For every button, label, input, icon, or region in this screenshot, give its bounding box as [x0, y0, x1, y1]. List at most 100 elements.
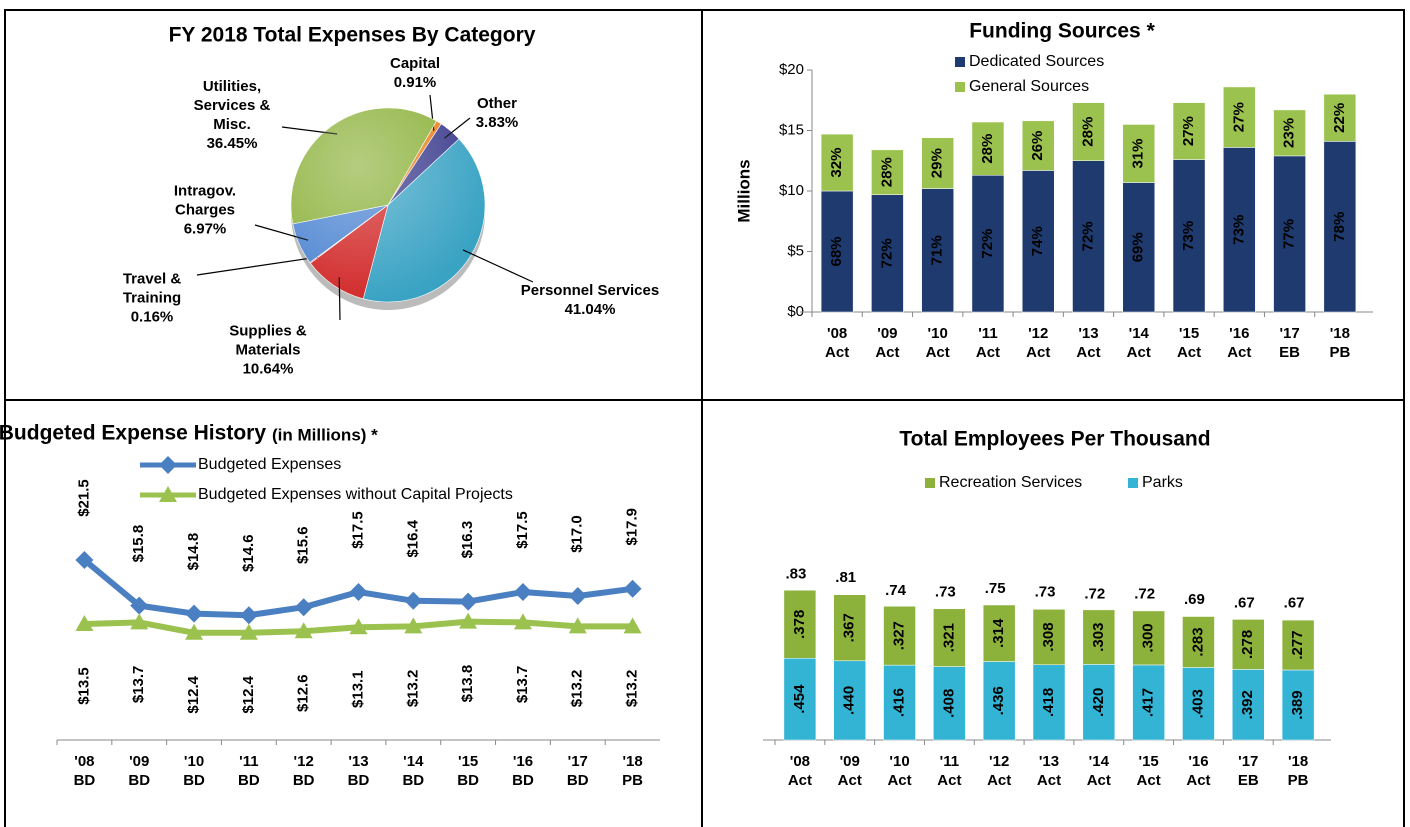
- leader-line: [462, 249, 534, 283]
- bar-segment: [783, 589, 817, 659]
- pie-label: Other 3.83%: [437, 94, 557, 132]
- marker: [623, 579, 642, 598]
- marker: [568, 587, 587, 605]
- bar-segment: [1232, 619, 1265, 670]
- x-tick-label: '08 BD: [74, 753, 96, 789]
- x-tick-label: '14 Act: [1127, 325, 1151, 361]
- bar-segment: [1172, 159, 1206, 313]
- data-label: $12.4: [185, 675, 202, 713]
- bar-segment: [783, 658, 817, 741]
- bar-label: .389: [1289, 690, 1306, 719]
- bar-segment: [883, 664, 916, 741]
- total-label: .67: [1284, 594, 1305, 611]
- axis-label: Millions: [734, 159, 753, 222]
- bar-segment: [982, 604, 1016, 662]
- bar-segment: [1082, 664, 1116, 741]
- bar-segment: [820, 133, 854, 192]
- legend-label: Budgeted Expenses: [198, 456, 341, 473]
- x-tick-label: '17 BD: [567, 753, 589, 789]
- data-label: $14.8: [185, 533, 202, 571]
- x-tick-label: '13 Act: [1037, 753, 1061, 789]
- marker: [349, 618, 368, 635]
- bar-label: 32%: [828, 148, 845, 178]
- pie-label: Personnel Services 41.04%: [520, 281, 660, 319]
- data-label: $17.5: [349, 511, 366, 549]
- pie-label-line: Travel & Training: [122, 270, 182, 307]
- marker: [75, 615, 94, 631]
- marker: [294, 598, 313, 617]
- x-tick-label: '15 Act: [1177, 325, 1201, 361]
- total-label: .72: [1084, 585, 1105, 602]
- pie-label-line: Supplies & Materials: [229, 322, 307, 359]
- bar-label: .378: [791, 610, 808, 639]
- x-tick-label: '09 Act: [875, 325, 899, 361]
- bar-label: 77%: [1281, 219, 1298, 249]
- x-tick-label: '09 BD: [128, 753, 150, 789]
- bar-label: 29%: [929, 148, 946, 178]
- bar-segment: [1172, 102, 1206, 160]
- marker: [130, 613, 149, 630]
- bar-segment: [833, 594, 866, 662]
- pie-label-line: 10.64%: [242, 360, 294, 378]
- y-tick-label: $0: [787, 303, 804, 320]
- x-tick-label: '09 Act: [838, 753, 862, 789]
- bar-segment: [921, 137, 954, 189]
- x-tick-label: '16 Act: [1186, 753, 1210, 789]
- marker: [459, 592, 478, 611]
- pie-label-line: 0.91%: [393, 74, 437, 91]
- data-label: $15.8: [130, 525, 147, 563]
- bar-label: .300: [1140, 623, 1157, 652]
- chart-title: Budgeted Expense History: [0, 422, 266, 445]
- total-label: .69: [1184, 591, 1205, 608]
- bar-segment: [871, 194, 904, 313]
- bar-segment: [1182, 667, 1215, 741]
- bar-label: 78%: [1331, 212, 1348, 242]
- marker: [513, 583, 532, 601]
- x-tick-label: '12 Act: [987, 753, 1011, 789]
- data-label: $13.2: [404, 670, 421, 708]
- total-label: .83: [785, 566, 806, 583]
- bar-segment: [1281, 619, 1315, 671]
- bar-label: .436: [990, 686, 1007, 715]
- bar-label: .417: [1140, 688, 1157, 717]
- x-tick-label: '12 BD: [293, 753, 315, 789]
- bar-label: .277: [1289, 630, 1306, 659]
- leader-line: [338, 277, 341, 321]
- data-label: $16.3: [459, 521, 476, 559]
- bar-segment: [883, 606, 916, 666]
- bar-label: 28%: [979, 134, 996, 164]
- bar-label: .408: [940, 689, 957, 718]
- pie-label-line: 0.16%: [130, 308, 174, 326]
- bar-label: .416: [891, 688, 908, 717]
- total-label: .81: [835, 569, 856, 586]
- x-tick-label: '17 EB: [1279, 325, 1300, 361]
- total-label: .73: [935, 584, 956, 601]
- pie-label-line: Intragov. Charges: [173, 182, 237, 219]
- bar-label: 27%: [1230, 102, 1247, 132]
- bar-label: .283: [1189, 627, 1206, 656]
- legend-label: General Sources: [969, 78, 1089, 95]
- bar-label: .454: [791, 684, 808, 714]
- marker: [404, 591, 423, 610]
- bar-segment: [833, 660, 866, 741]
- bar-label: 72%: [878, 238, 895, 268]
- data-label: $12.4: [240, 675, 257, 713]
- bar-label: 27%: [1180, 116, 1197, 146]
- data-label: $13.2: [569, 670, 586, 708]
- bar-segment: [1122, 124, 1156, 183]
- bar-label: 73%: [1230, 215, 1247, 245]
- bar-label: .392: [1239, 690, 1256, 719]
- x-tick-label: '16 Act: [1227, 325, 1251, 361]
- data-label: $14.6: [240, 534, 257, 572]
- bar-segment: [1032, 609, 1066, 666]
- bar-segment: [933, 666, 966, 741]
- bar-label: .420: [1090, 688, 1107, 717]
- total-label: .75: [985, 580, 1006, 597]
- chart-title: FY 2018 Total Expenses By Category: [169, 24, 536, 47]
- bar-label: .367: [841, 613, 858, 642]
- bar-label: 72%: [1079, 221, 1096, 251]
- x-tick-label: '11 Act: [937, 753, 961, 789]
- data-label: $17.9: [624, 508, 641, 546]
- y-tick-label: $10: [779, 182, 804, 199]
- bar-segment: [1323, 93, 1357, 142]
